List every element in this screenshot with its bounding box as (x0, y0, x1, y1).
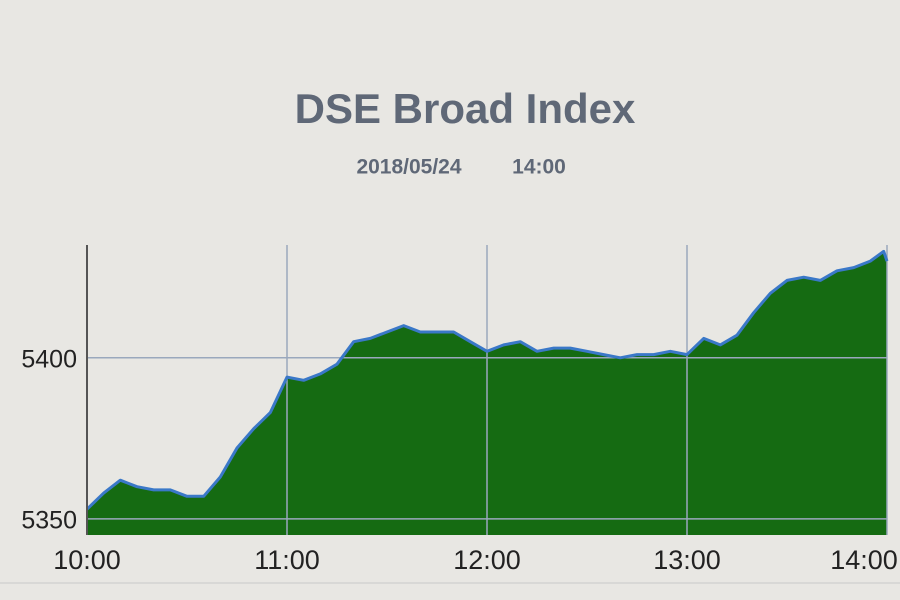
x-tick-label: 10:00 (53, 545, 121, 575)
y-tick-label: 5350 (21, 506, 77, 534)
chart-time: 14:00 (512, 156, 566, 179)
series-line (85, 249, 889, 511)
chart-title: DSE Broad Index (295, 85, 636, 132)
chart-date: 2018/05/24 (356, 156, 461, 179)
x-tick-label: 13:00 (653, 545, 721, 575)
x-tick-label: 12:00 (453, 545, 521, 575)
x-tick-label: 14:00 (830, 545, 898, 575)
x-tick-label: 11:00 (254, 545, 320, 575)
y-tick-label: 5400 (21, 345, 77, 373)
